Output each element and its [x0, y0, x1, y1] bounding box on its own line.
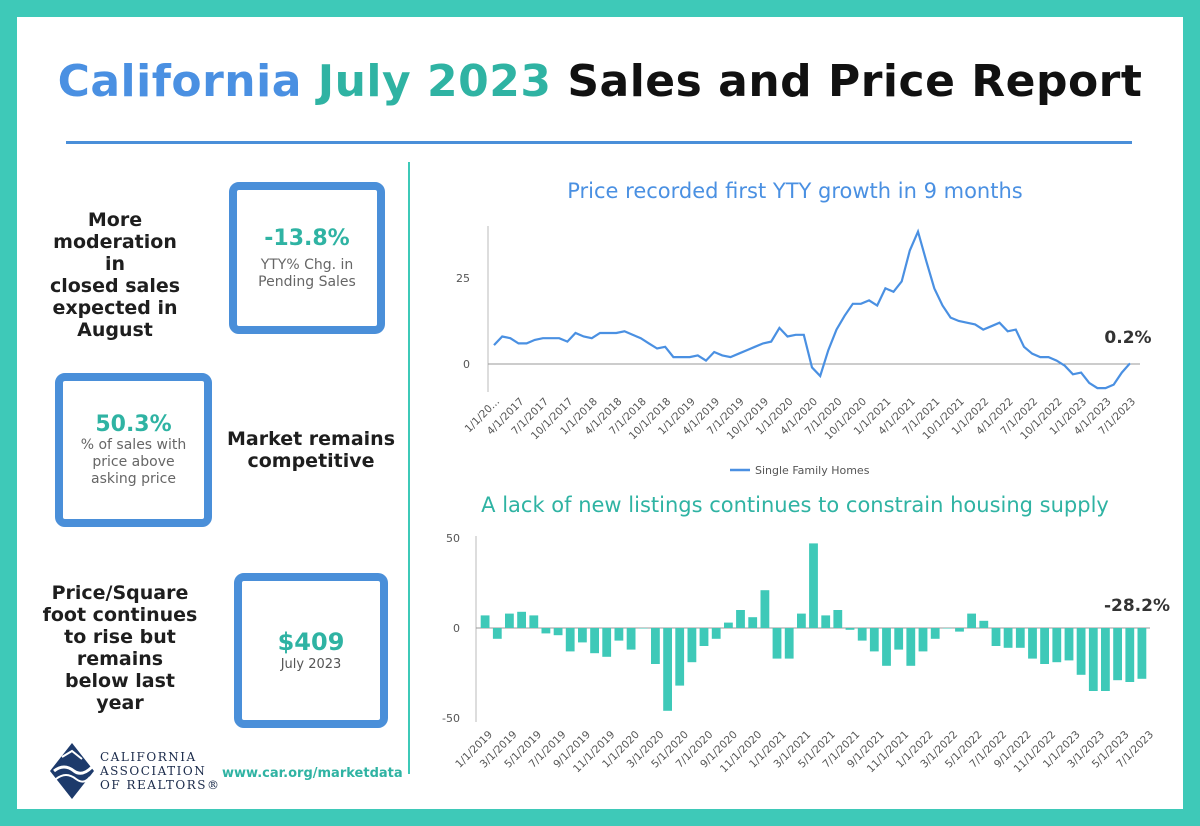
pending-sales-label-line: Pending Sales — [258, 273, 356, 290]
title-part-3: Sales and Price Report — [567, 56, 1143, 107]
closed-sales-text-line: August — [77, 319, 153, 341]
closed-sales-text: More moderation in closed sales expected… — [40, 209, 190, 341]
pending-sales-label-line: YTY% Chg. in — [260, 256, 354, 273]
closed-sales-text-line: More — [87, 209, 143, 231]
title-part-1: California — [57, 56, 302, 107]
above-asking-label-line: % of sales with — [80, 437, 187, 453]
closed-sales-text-line: expected in — [52, 297, 178, 319]
car-logo-icon — [50, 743, 94, 799]
closed-sales-text-line: moderation in — [53, 231, 177, 275]
pending-sales-value: -13.8% — [264, 225, 350, 251]
price-sqft-text-line: year — [96, 692, 144, 714]
price-sqft-text-line: below last — [65, 670, 175, 692]
market-competitive-text: Market remains competitive — [226, 428, 396, 472]
pending-sales-label: YTY% Chg. in Pending Sales — [258, 257, 356, 291]
logo-line: OF REALTORS® — [100, 778, 221, 792]
logo-line: ASSOCIATION — [100, 764, 207, 778]
price-sqft-text-line: remains — [76, 648, 164, 670]
closed-sales-text-line: closed sales — [49, 275, 181, 297]
price-chart-title: Price recorded first YTY growth in 9 mon… — [567, 179, 1023, 203]
above-asking-value: 50.3% — [95, 412, 172, 437]
pending-sales-box: -13.8% YTY% Chg. in Pending Sales — [229, 182, 385, 334]
price-sqft-value: $409 — [277, 628, 345, 656]
page-title: California July 2023 Sales and Price Rep… — [0, 56, 1200, 107]
above-asking-label: % of sales with price above asking price — [81, 437, 187, 488]
above-asking-label-line: price above — [92, 454, 175, 470]
market-competitive-text-line: Market remains — [226, 428, 396, 450]
price-sqft-text: Price/Square foot continues to rise but … — [40, 582, 200, 714]
title-part-2: July 2023 — [317, 56, 552, 107]
car-logo-text: CALIFORNIA ASSOCIATION OF REALTORS® — [100, 750, 221, 792]
listings-chart-title: A lack of new listings continues to cons… — [481, 493, 1109, 517]
logo-line: CALIFORNIA — [100, 750, 197, 764]
above-asking-label-line: asking price — [91, 471, 176, 487]
market-data-link[interactable]: www.car.org/marketdata — [222, 766, 403, 781]
price-sqft-text-line: Price/Square — [51, 582, 189, 604]
price-sqft-text-line: to rise but — [64, 626, 176, 648]
title-divider — [66, 141, 1132, 144]
market-competitive-text-line: competitive — [247, 450, 375, 472]
price-sqft-label: July 2023 — [280, 657, 342, 672]
price-sqft-text-line: foot continues — [42, 604, 198, 626]
vertical-divider — [408, 162, 410, 774]
above-asking-box: 50.3% % of sales with price above asking… — [55, 373, 212, 527]
price-sqft-box: $409 July 2023 — [234, 573, 388, 728]
